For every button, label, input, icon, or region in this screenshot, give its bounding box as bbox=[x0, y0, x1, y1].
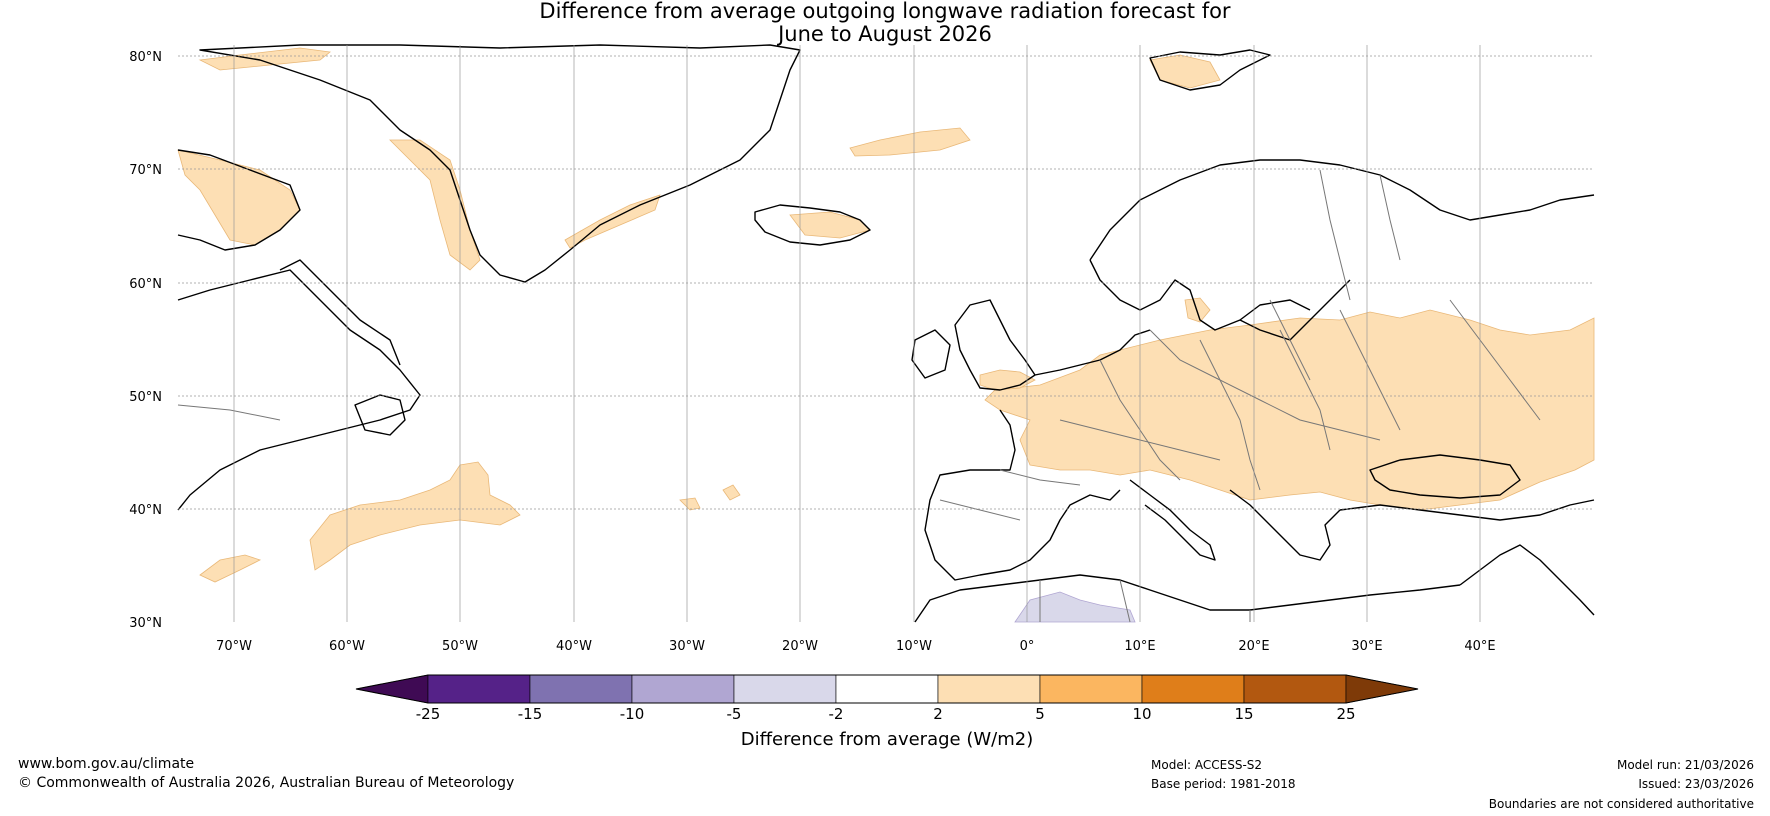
lat-label: 50°N bbox=[129, 390, 162, 405]
anomaly-atlantic-2 bbox=[199, 554, 262, 583]
lon-label: 60°W bbox=[329, 639, 365, 654]
colorbar-tick: 5 bbox=[1035, 705, 1045, 723]
coast-norway-south bbox=[1089, 259, 1311, 331]
footer-website: www.bom.gov.au/climate bbox=[18, 756, 195, 772]
latitude-labels: 80°N 70°N 60°N 50°N 40°N 30°N bbox=[129, 50, 162, 631]
lat-label: 70°N bbox=[129, 163, 162, 178]
anomaly-iceland bbox=[789, 211, 871, 239]
coast-france-iberia bbox=[924, 409, 1121, 581]
anomaly-atlantic-4 bbox=[722, 484, 741, 501]
footer-model-run: Model run: 21/03/2026 bbox=[1616, 758, 1754, 772]
anomaly-norwegian-sea bbox=[849, 127, 971, 157]
lon-label: 40°W bbox=[556, 639, 592, 654]
coast-balkans-greece bbox=[1229, 489, 1341, 561]
coast-newfoundland bbox=[354, 394, 406, 436]
coast-greenland bbox=[199, 44, 801, 283]
gridlines bbox=[178, 45, 1594, 622]
colorbar-tick: -15 bbox=[518, 705, 543, 723]
coast-north-africa bbox=[914, 574, 1461, 623]
map-title: Difference from average outgoing longwav… bbox=[0, 0, 1770, 46]
lat-label: 80°N bbox=[129, 50, 162, 65]
colorbar-segment bbox=[937, 674, 1041, 704]
colorbar-segment bbox=[1141, 674, 1245, 704]
anomaly-svalbard bbox=[1149, 54, 1221, 89]
colorbar-ticks: -25 -15 -10 -5 -2 2 5 10 15 25 bbox=[416, 705, 1356, 723]
coast-scandinavia bbox=[1089, 159, 1595, 261]
coast-labrador bbox=[279, 259, 401, 366]
colorbar-segment bbox=[835, 674, 939, 704]
lon-label: 0° bbox=[1020, 639, 1035, 654]
title-line-1: Difference from average outgoing longwav… bbox=[539, 0, 1231, 23]
colorbar-segment bbox=[631, 674, 735, 704]
longitude-labels: 70°W 60°W 50°W 40°W 30°W 20°W 10°W 0° 10… bbox=[216, 639, 1496, 654]
coast-black-sea bbox=[1369, 454, 1521, 499]
lon-label: 30°W bbox=[669, 639, 705, 654]
footer-disclaimer: Boundaries are not considered authoritat… bbox=[1488, 797, 1754, 811]
lon-label: 20°E bbox=[1238, 639, 1269, 654]
lon-label: 20°W bbox=[782, 639, 818, 654]
colorbar-segment bbox=[1243, 674, 1347, 704]
colorbar-segment bbox=[529, 674, 633, 704]
lon-label: 40°E bbox=[1464, 639, 1495, 654]
anomaly-atlantic-3 bbox=[679, 497, 701, 511]
footer-copyright: © Commonwealth of Australia 2026, Austra… bbox=[18, 775, 515, 791]
colorbar-tick: 15 bbox=[1234, 705, 1253, 723]
colorbar-label: Difference from average (W/m2) bbox=[741, 729, 1033, 750]
footer-issued: Issued: 23/03/2026 bbox=[1638, 777, 1754, 791]
anomaly-sahara-negative bbox=[1014, 591, 1136, 623]
coast-baltic bbox=[1239, 279, 1351, 341]
colorbar-tick: 10 bbox=[1132, 705, 1151, 723]
colorbar-segment bbox=[1039, 674, 1143, 704]
colorbar-arrow-high bbox=[1345, 674, 1419, 704]
lat-label: 30°N bbox=[129, 616, 162, 631]
lon-label: 10°E bbox=[1124, 639, 1155, 654]
lat-label: 60°N bbox=[129, 277, 162, 292]
colorbar-tick: -25 bbox=[416, 705, 441, 723]
lon-label: 50°W bbox=[442, 639, 478, 654]
anomaly-north-canada bbox=[198, 47, 331, 71]
anomaly-baltic bbox=[1184, 297, 1211, 323]
colorbar bbox=[355, 674, 1419, 704]
coast-ireland bbox=[911, 329, 951, 379]
anomaly-shading bbox=[177, 47, 1595, 583]
map-panel bbox=[177, 44, 1595, 623]
colorbar-tick: -10 bbox=[620, 705, 645, 723]
coastlines bbox=[177, 44, 1595, 623]
colorbar-tick: -2 bbox=[829, 705, 844, 723]
footer-model: Model: ACCESS-S2 bbox=[1151, 758, 1263, 772]
colorbar-tick: 2 bbox=[933, 705, 943, 723]
colorbar-tick: -5 bbox=[727, 705, 742, 723]
title-line-2: June to August 2026 bbox=[778, 22, 992, 46]
coast-iceland bbox=[754, 204, 871, 246]
colorbar-tick: 25 bbox=[1336, 705, 1355, 723]
colorbar-segment bbox=[733, 674, 837, 704]
footer-base-period: Base period: 1981-2018 bbox=[1151, 777, 1296, 791]
anomaly-atlantic-1 bbox=[309, 461, 521, 571]
lon-label: 10°W bbox=[896, 639, 932, 654]
colorbar-outline bbox=[355, 674, 1419, 704]
anomaly-greenland-west bbox=[389, 139, 481, 271]
colorbar-arrow-low bbox=[355, 674, 429, 704]
anomaly-canada-arctic bbox=[177, 149, 301, 246]
coast-canada-east bbox=[177, 269, 421, 511]
lon-label: 70°W bbox=[216, 639, 252, 654]
coast-italy bbox=[1129, 479, 1216, 561]
coast-canada-arctic bbox=[177, 149, 301, 251]
coast-middle-east bbox=[1459, 544, 1595, 616]
lat-label: 40°N bbox=[129, 503, 162, 518]
coast-svalbard bbox=[1149, 49, 1271, 91]
colorbar-segment bbox=[427, 674, 531, 704]
lon-label: 30°E bbox=[1351, 639, 1382, 654]
